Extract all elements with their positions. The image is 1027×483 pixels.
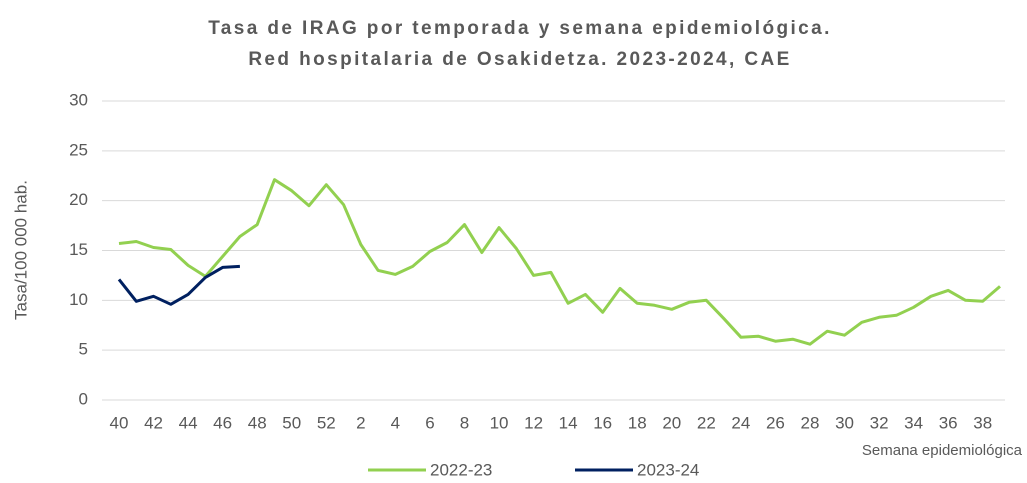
y-tick-label: 10 — [69, 290, 88, 309]
x-tick-label: 24 — [731, 413, 750, 432]
y-tick-label: 0 — [79, 389, 88, 408]
legend-label: 2023-24 — [637, 460, 699, 479]
x-tick-label: 28 — [801, 413, 820, 432]
y-tick-label: 5 — [79, 340, 88, 359]
chart-title: Red hospitalaria de Osakidetza. 2023-202… — [248, 49, 791, 70]
x-tick-label: 6 — [425, 413, 434, 432]
x-tick-label: 50 — [282, 413, 301, 432]
x-tick-label: 52 — [317, 413, 336, 432]
x-axis-label: Semana epidemiológica — [862, 442, 1023, 459]
x-tick-label: 12 — [524, 413, 543, 432]
x-tick-label: 10 — [490, 413, 509, 432]
x-tick-label: 2 — [356, 413, 365, 432]
x-tick-label: 46 — [213, 413, 232, 432]
x-tick-label: 48 — [248, 413, 267, 432]
x-tick-label: 20 — [662, 413, 681, 432]
series-line — [118, 178, 1001, 346]
series-line — [117, 264, 240, 306]
y-axis-label: Tasa/100 000 hab. — [11, 180, 30, 320]
x-tick-label: 36 — [939, 413, 958, 432]
x-tick-label: 30 — [835, 413, 854, 432]
x-tick-label: 34 — [904, 413, 923, 432]
y-tick-label: 25 — [69, 140, 88, 159]
legend-label: 2022-23 — [430, 460, 492, 479]
chart-title: Tasa de IRAG por temporada y semana epid… — [208, 18, 832, 39]
x-tick-label: 8 — [460, 413, 469, 432]
x-tick-label: 26 — [766, 413, 785, 432]
y-tick-label: 30 — [69, 90, 88, 109]
x-tick-label: 32 — [870, 413, 889, 432]
x-tick-label: 18 — [628, 413, 647, 432]
x-tick-label: 40 — [110, 413, 129, 432]
x-tick-label: 4 — [391, 413, 400, 432]
x-tick-label: 16 — [593, 413, 612, 432]
y-tick-label: 20 — [69, 190, 88, 209]
x-tick-label: 42 — [144, 413, 163, 432]
x-tick-label: 14 — [559, 413, 578, 432]
y-tick-label: 15 — [69, 240, 88, 259]
x-tick-label: 44 — [179, 413, 198, 432]
x-tick-label: 38 — [973, 413, 992, 432]
x-tick-label: 22 — [697, 413, 716, 432]
